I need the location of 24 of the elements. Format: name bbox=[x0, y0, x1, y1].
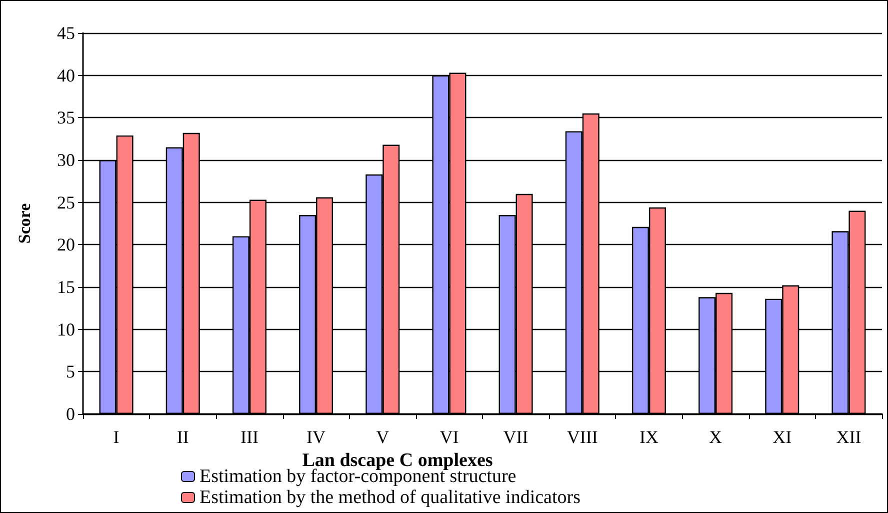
x-tick-label: VII bbox=[503, 427, 528, 447]
y-tick-label: 0 bbox=[66, 404, 75, 424]
x-tick-label: II bbox=[176, 427, 189, 447]
legend-label: Estimation by the method of qualitative indicators bbox=[200, 487, 580, 508]
y-tick-label: 40 bbox=[57, 65, 75, 86]
x-tick-label: VIII bbox=[566, 427, 598, 447]
x-tick-label: XI bbox=[772, 427, 792, 447]
y-tick-label: 10 bbox=[57, 319, 75, 340]
x-tick-label: III bbox=[240, 427, 258, 447]
x-tick-label: V bbox=[376, 427, 390, 447]
y-tick-label: 25 bbox=[57, 192, 75, 212]
x-tick-label: IX bbox=[639, 427, 658, 447]
y-tick-label: 30 bbox=[57, 150, 75, 170]
y-tick-label: 5 bbox=[66, 362, 75, 382]
x-tick-label: I bbox=[113, 427, 120, 447]
y-tick-label: 20 bbox=[57, 234, 75, 255]
x-tick-label: XII bbox=[836, 427, 862, 447]
x-tick-label: X bbox=[709, 427, 722, 447]
x-tick-label: VI bbox=[440, 427, 459, 447]
x-tick-label: IV bbox=[306, 427, 326, 447]
y-tick-label: 45 bbox=[57, 23, 75, 43]
y-axis-title: Score bbox=[15, 202, 34, 244]
y-tick-label: 35 bbox=[57, 108, 75, 128]
y-tick-label: 15 bbox=[57, 277, 75, 297]
